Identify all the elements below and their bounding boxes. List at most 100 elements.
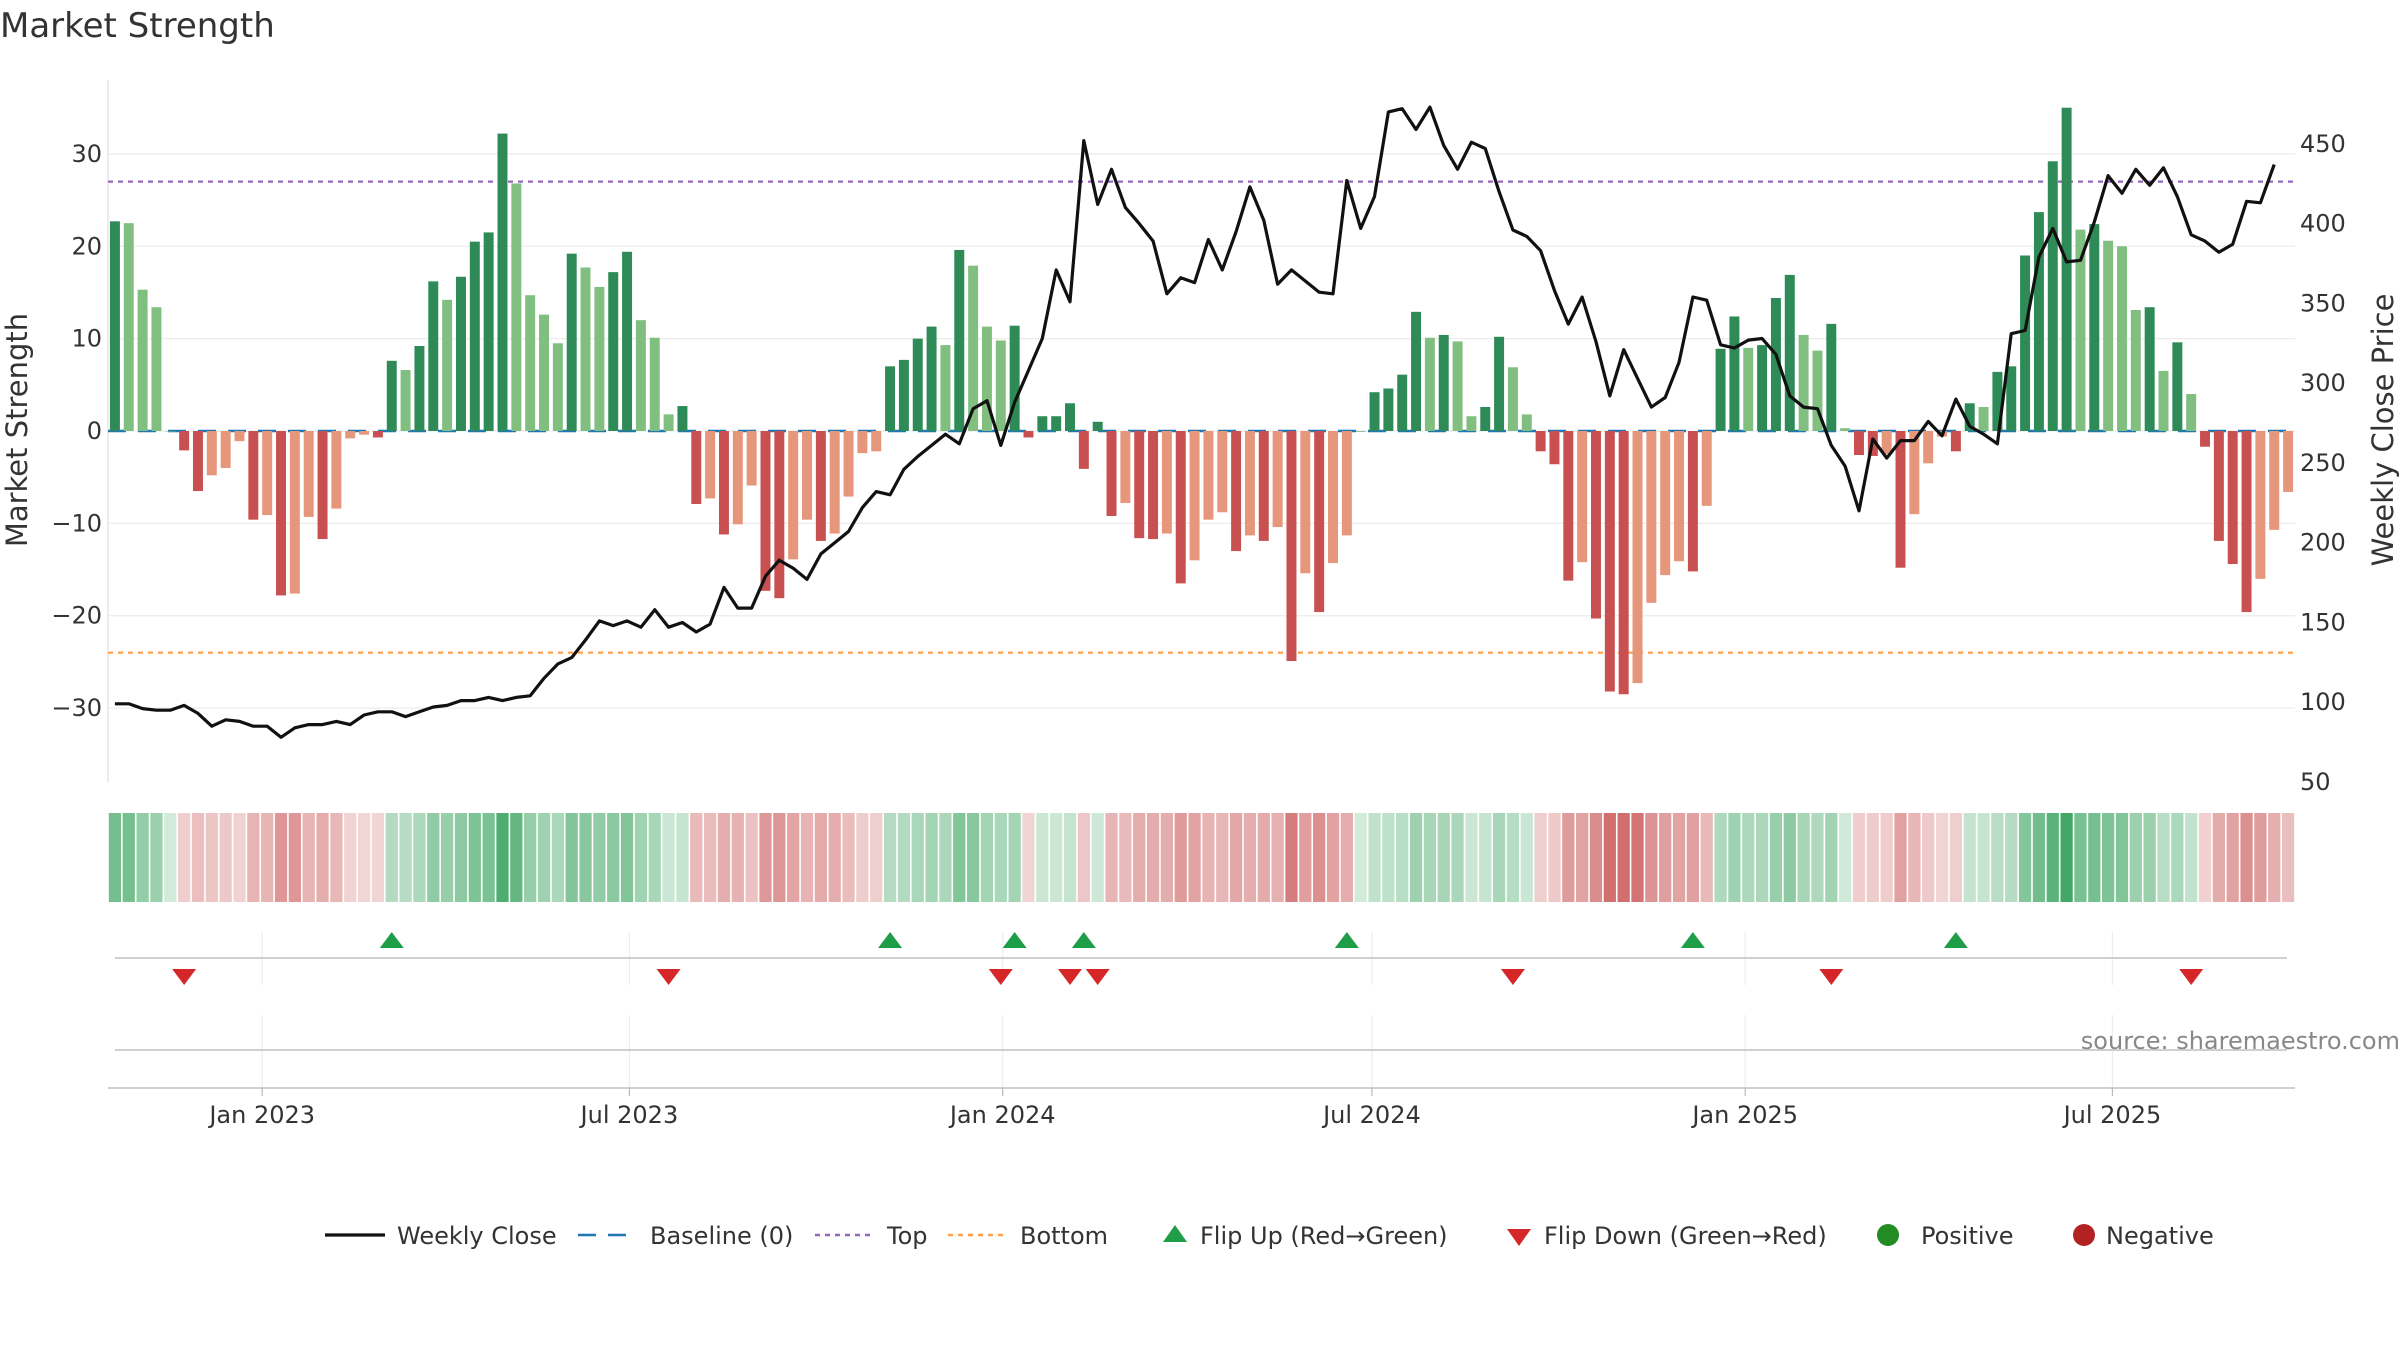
left-tick-label: −20: [51, 602, 102, 630]
source-note: source: sharemaestro.com: [2081, 1027, 2400, 1055]
heat-cell: [1977, 813, 1990, 902]
heat-cell: [1285, 813, 1298, 902]
strength-bar: [926, 326, 937, 431]
strength-bar: [1895, 431, 1906, 568]
heat-cell: [2102, 813, 2115, 902]
heat-cell: [966, 813, 980, 902]
heat-cell: [551, 813, 564, 902]
heat-cell: [814, 813, 827, 902]
heat-cell: [1922, 813, 1935, 902]
heat-cell: [607, 813, 620, 902]
heat-cell: [108, 813, 122, 902]
strength-bar: [1120, 431, 1131, 504]
flip-down-marker: [656, 969, 681, 985]
strength-bar: [276, 431, 287, 596]
strength-bar: [2020, 255, 2031, 431]
flip-up-marker: [379, 932, 404, 948]
heat-cell: [122, 813, 135, 902]
legend-triangle-down-icon: [1507, 1229, 1531, 1246]
strength-bar: [594, 286, 605, 431]
heat-cell: [2212, 813, 2225, 902]
heat-cell: [648, 813, 661, 902]
heat-cell: [1063, 813, 1077, 902]
heat-cell: [1520, 813, 1533, 902]
strength-bar: [1687, 431, 1698, 572]
strength-bar: [2255, 431, 2266, 579]
heat-cell: [1686, 813, 1700, 902]
heat-cell: [385, 813, 398, 902]
heat-cell: [2240, 813, 2253, 902]
heat-cell: [371, 813, 385, 902]
heat-cell: [1409, 813, 1423, 902]
heat-cell: [1479, 813, 1492, 902]
grid: [107, 80, 2295, 1088]
strength-bar: [2283, 431, 2294, 492]
heat-cell: [537, 813, 551, 902]
strength-bar: [1397, 374, 1408, 431]
heat-cell: [357, 813, 371, 902]
left-axis-label: Market Strength: [0, 313, 34, 547]
heat-cell: [1866, 813, 1879, 902]
right-tick-label: 450: [2300, 130, 2346, 158]
heat-cell: [662, 813, 675, 902]
strength-bar: [802, 431, 812, 520]
strength-bar: [1715, 348, 1726, 431]
strength-bar: [414, 346, 425, 431]
strength-bar: [428, 281, 439, 431]
strength-bar: [1494, 336, 1505, 431]
strength-bar: [1646, 431, 1657, 603]
strength-bar: [442, 299, 453, 431]
heat-cell: [883, 813, 897, 902]
strength-bar: [815, 431, 826, 541]
heat-cell: [1963, 813, 1976, 902]
chart-title: Market Strength: [0, 6, 275, 46]
legend-circle-icon: [2073, 1224, 2095, 1246]
strength-bar: [1411, 311, 1422, 431]
strength-bar: [857, 431, 868, 454]
strength-bars: [109, 107, 2294, 695]
strength-bar: [1563, 431, 1574, 581]
heat-cell: [178, 813, 191, 902]
strength-bar: [1535, 431, 1546, 452]
strength-bar: [649, 337, 660, 431]
heat-cell: [1091, 813, 1104, 902]
strength-bar: [1355, 431, 1366, 432]
heat-cell: [953, 813, 966, 902]
heat-cell: [2226, 813, 2239, 902]
strength-bar: [303, 431, 314, 517]
strength-bar: [2047, 161, 2058, 431]
strength-bar: [1134, 431, 1145, 539]
heat-cell: [1631, 813, 1644, 902]
strength-bar: [1770, 297, 1781, 431]
heat-cell: [454, 813, 468, 902]
heat-cell: [1077, 813, 1090, 902]
strength-bar: [1189, 431, 1200, 561]
legend-label: Flip Down (Green→Red): [1544, 1222, 1827, 1250]
strength-bar: [1148, 431, 1159, 540]
strength-bar: [1023, 431, 1034, 438]
heat-cell: [1645, 813, 1658, 902]
strength-bar: [2075, 229, 2086, 431]
strength-bar: [372, 431, 383, 438]
strength-bar: [1591, 431, 1601, 619]
strength-bar: [691, 431, 702, 504]
heat-cell: [1216, 813, 1229, 902]
heat-cell: [482, 813, 495, 902]
strength-bar: [2172, 342, 2183, 431]
legend-label: Flip Up (Red→Green): [1200, 1222, 1448, 1250]
x-tick-label: Jul 2023: [579, 1101, 679, 1129]
strength-bar: [1480, 406, 1491, 431]
right-tick-label: 350: [2300, 289, 2346, 317]
legend-label: Negative: [2106, 1222, 2214, 1250]
heat-cell: [1852, 813, 1866, 902]
strength-bar: [1729, 316, 1740, 431]
heat-cell: [468, 813, 481, 902]
right-y-axis: 450 400 350 300 250 200 150 100 50: [2300, 130, 2346, 796]
strength-bar: [968, 265, 979, 431]
strength-bar: [1674, 431, 1685, 562]
strength-bar: [760, 431, 771, 591]
heat-cell: [2129, 813, 2142, 902]
heat-cell: [427, 813, 440, 902]
heat-cell: [1382, 813, 1395, 902]
